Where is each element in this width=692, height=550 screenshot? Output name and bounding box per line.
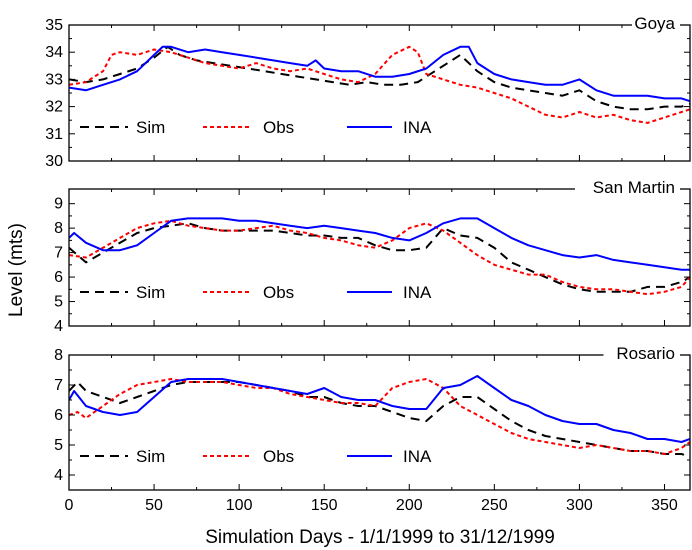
- legend-label-obs: Obs: [263, 447, 294, 466]
- series-lines: [69, 217, 690, 296]
- x-tick-label: 50: [145, 497, 163, 514]
- y-tick-label: 33: [45, 71, 63, 88]
- y-tick-label: 4: [54, 318, 63, 335]
- series-line-sim: [69, 381, 690, 458]
- x-axis-label: Simulation Days - 1/1/1999 to 31/12/1999: [205, 527, 555, 548]
- y-tick-label: 7: [54, 377, 63, 394]
- panel-title: San Martin: [593, 178, 675, 197]
- legend-label-ina: INA: [403, 283, 432, 302]
- panel-title-background: [575, 175, 680, 201]
- legend-label-sim: Sim: [136, 118, 165, 137]
- legend-label-ina: INA: [403, 118, 432, 137]
- y-tick-label: 6: [54, 407, 63, 424]
- y-tick-label: 4: [54, 467, 63, 484]
- panel-rosario: 4 5 6 7 8 Rosario Sim Obs INA 0 50 100 150 200 250 300 3…: [54, 341, 691, 514]
- legend: Sim Obs INA: [80, 447, 432, 466]
- y-tick-label: 8: [54, 220, 63, 237]
- series-line-ina: [69, 217, 690, 271]
- panel-frame: [68, 24, 691, 162]
- x-tick-label: 300: [566, 497, 593, 514]
- y-tick-label: 5: [54, 437, 63, 454]
- x-tick-label: 100: [226, 497, 253, 514]
- y-tick-label: 9: [54, 196, 63, 213]
- legend-label-obs: Obs: [263, 283, 294, 302]
- y-tick-label: 8: [54, 347, 63, 364]
- series-line-obs: [69, 219, 690, 296]
- chart-panels: 30 31 32 33 34 35 Goya Sim Obs INA 4 5 6 7 8 9 San Marti…: [45, 11, 691, 514]
- legend: Sim Obs INA: [80, 118, 432, 137]
- legend-label-sim: Sim: [136, 283, 165, 302]
- legend-label-obs: Obs: [263, 118, 294, 137]
- y-axis-label: Level (mts): [6, 223, 27, 317]
- y-tick-label: 34: [45, 44, 63, 61]
- y-tick-label: 7: [54, 245, 63, 262]
- panel-frame: [68, 354, 691, 491]
- panel-title: Goya: [634, 14, 675, 33]
- y-tick-label: 30: [45, 153, 63, 170]
- y-tick-label: 6: [54, 269, 63, 286]
- legend-label-ina: INA: [403, 447, 432, 466]
- panel-frame: [68, 188, 691, 327]
- legend: Sim Obs INA: [80, 283, 432, 302]
- x-tick-label: 200: [396, 497, 423, 514]
- y-tick-label: 35: [45, 17, 63, 34]
- series-line-ina: [69, 45, 690, 103]
- series-lines: [69, 375, 690, 458]
- series-line-sim: [69, 222, 690, 293]
- panel-title-background: [603, 341, 680, 367]
- x-tick-label: 350: [651, 497, 678, 514]
- y-tick-label: 32: [45, 99, 63, 116]
- legend-label-sim: Sim: [136, 447, 165, 466]
- panel-title: Rosario: [616, 344, 675, 363]
- y-tick-label: 5: [54, 294, 63, 311]
- y-tick-label: 31: [45, 126, 63, 143]
- x-tick-label: 250: [481, 497, 508, 514]
- panel-san-martin: 4 5 6 7 8 9 San Martin Sim Obs INA: [54, 175, 691, 335]
- panel-goya: 30 31 32 33 34 35 Goya Sim Obs INA: [45, 11, 691, 170]
- x-tick-label: 0: [65, 497, 74, 514]
- series-line-sim: [69, 45, 690, 111]
- series-line-ina: [69, 375, 690, 443]
- series-lines: [69, 45, 690, 124]
- series-line-obs: [69, 45, 690, 124]
- x-tick-label: 150: [311, 497, 338, 514]
- panel-title-background: [632, 11, 680, 37]
